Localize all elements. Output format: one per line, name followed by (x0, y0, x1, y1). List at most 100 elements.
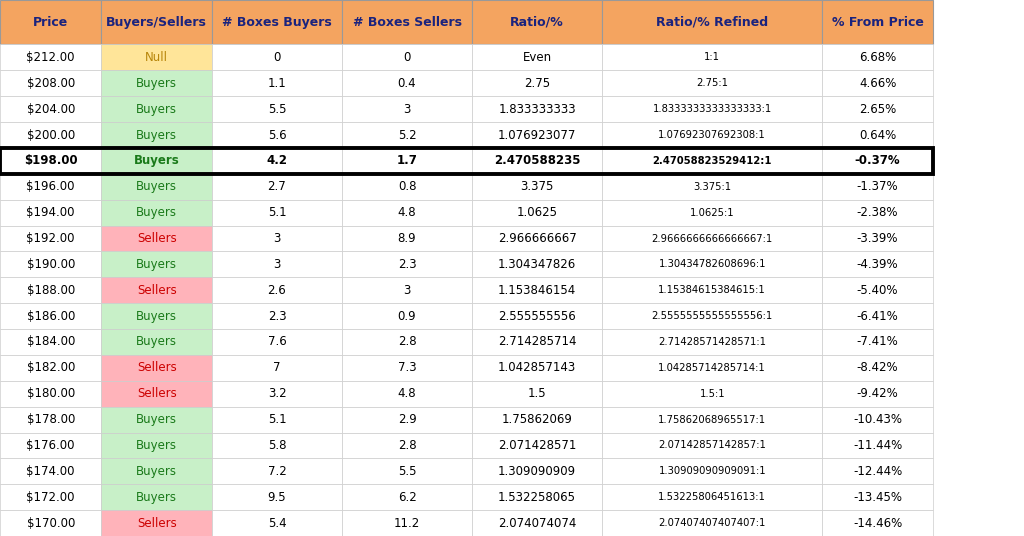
Text: 3.2: 3.2 (267, 387, 287, 400)
Bar (0, 329, 101, 355)
Text: 1.75862068965517:1: 1.75862068965517:1 (658, 414, 766, 425)
Text: 0.64%: 0.64% (859, 129, 896, 142)
Text: Buyers/Sellers: Buyers/Sellers (106, 16, 207, 29)
Text: 2.8: 2.8 (397, 439, 417, 452)
Bar (342, 484, 472, 510)
Text: $178.00: $178.00 (27, 413, 75, 426)
Text: $188.00: $188.00 (27, 284, 75, 297)
Text: 5.6: 5.6 (267, 129, 287, 142)
Bar (101, 148, 212, 174)
Bar (0, 277, 101, 303)
Bar (822, 226, 933, 251)
Text: Buyers: Buyers (136, 336, 177, 348)
Text: $190.00: $190.00 (27, 258, 75, 271)
Bar (342, 122, 472, 148)
Bar (602, 484, 822, 510)
Bar (212, 381, 342, 407)
Bar (602, 200, 822, 226)
Text: 8.9: 8.9 (397, 232, 417, 245)
Bar (212, 200, 342, 226)
Bar (822, 277, 933, 303)
Bar (342, 303, 472, 329)
Bar (822, 329, 933, 355)
Text: 1.15384615384615:1: 1.15384615384615:1 (658, 285, 766, 295)
Text: 1.304347826: 1.304347826 (498, 258, 577, 271)
Text: 5.5: 5.5 (267, 103, 287, 116)
Bar (101, 433, 212, 458)
Bar (212, 355, 342, 381)
Bar (822, 122, 933, 148)
Text: 2.07142857142857:1: 2.07142857142857:1 (658, 441, 766, 450)
Text: Sellers: Sellers (137, 232, 176, 245)
Text: Sellers: Sellers (137, 361, 176, 374)
Bar (602, 226, 822, 251)
Bar (212, 303, 342, 329)
Bar (101, 70, 212, 96)
Text: 2.71428571428571:1: 2.71428571428571:1 (658, 337, 766, 347)
Bar (212, 251, 342, 277)
Text: -5.40%: -5.40% (857, 284, 898, 297)
Text: 0.4: 0.4 (397, 77, 417, 90)
Text: Buyers: Buyers (136, 310, 177, 323)
Bar (602, 303, 822, 329)
Text: 5.1: 5.1 (267, 413, 287, 426)
Text: 1.5: 1.5 (527, 387, 547, 400)
Bar (0, 510, 101, 536)
Text: Buyers: Buyers (136, 180, 177, 193)
Bar (472, 484, 602, 510)
Bar (472, 433, 602, 458)
Text: 1.30909090909091:1: 1.30909090909091:1 (658, 466, 766, 477)
Text: 1.75862069: 1.75862069 (502, 413, 572, 426)
Text: $204.00: $204.00 (27, 103, 75, 116)
Text: $200.00: $200.00 (27, 129, 75, 142)
Bar (212, 433, 342, 458)
Bar (822, 251, 933, 277)
Text: 5.1: 5.1 (267, 206, 287, 219)
Text: 5.4: 5.4 (267, 517, 287, 530)
Text: 2.555555556: 2.555555556 (499, 310, 575, 323)
Text: 5.8: 5.8 (267, 439, 287, 452)
Bar (342, 458, 472, 484)
Bar (472, 251, 602, 277)
Text: -8.42%: -8.42% (857, 361, 898, 374)
Bar (342, 510, 472, 536)
Bar (212, 0, 342, 44)
Text: 2.9666666666666667:1: 2.9666666666666667:1 (651, 234, 773, 243)
Bar (822, 458, 933, 484)
Bar (0, 96, 101, 122)
Text: Buyers: Buyers (136, 206, 177, 219)
Bar (212, 96, 342, 122)
Bar (212, 174, 342, 200)
Text: -2.38%: -2.38% (857, 206, 898, 219)
Text: 3: 3 (403, 103, 411, 116)
Text: Sellers: Sellers (137, 387, 176, 400)
Text: Even: Even (522, 51, 552, 64)
Bar (0, 174, 101, 200)
Text: 1.7: 1.7 (396, 154, 418, 167)
Text: 6.68%: 6.68% (859, 51, 896, 64)
Text: 2.966666667: 2.966666667 (498, 232, 577, 245)
Text: 1:1: 1:1 (705, 53, 720, 62)
Bar (472, 44, 602, 70)
Text: 2.75:1: 2.75:1 (696, 78, 728, 88)
Bar (472, 458, 602, 484)
Text: Buyers: Buyers (136, 77, 177, 90)
Text: 5.2: 5.2 (397, 129, 417, 142)
Text: 2.47058823529412:1: 2.47058823529412:1 (652, 156, 772, 166)
Text: 0: 0 (273, 51, 281, 64)
Text: 1.042857143: 1.042857143 (498, 361, 577, 374)
Bar (472, 174, 602, 200)
Text: 2.65%: 2.65% (859, 103, 896, 116)
Text: Buyers: Buyers (134, 154, 179, 167)
Text: 2.07407407407407:1: 2.07407407407407:1 (658, 518, 766, 528)
Bar (472, 96, 602, 122)
Bar (212, 510, 342, 536)
Bar (822, 407, 933, 433)
Text: -1.37%: -1.37% (857, 180, 898, 193)
Bar (822, 510, 933, 536)
Bar (101, 174, 212, 200)
Text: -14.46%: -14.46% (853, 517, 902, 530)
Bar (602, 458, 822, 484)
Text: 2.074074074: 2.074074074 (498, 517, 577, 530)
Text: -12.44%: -12.44% (853, 465, 902, 478)
